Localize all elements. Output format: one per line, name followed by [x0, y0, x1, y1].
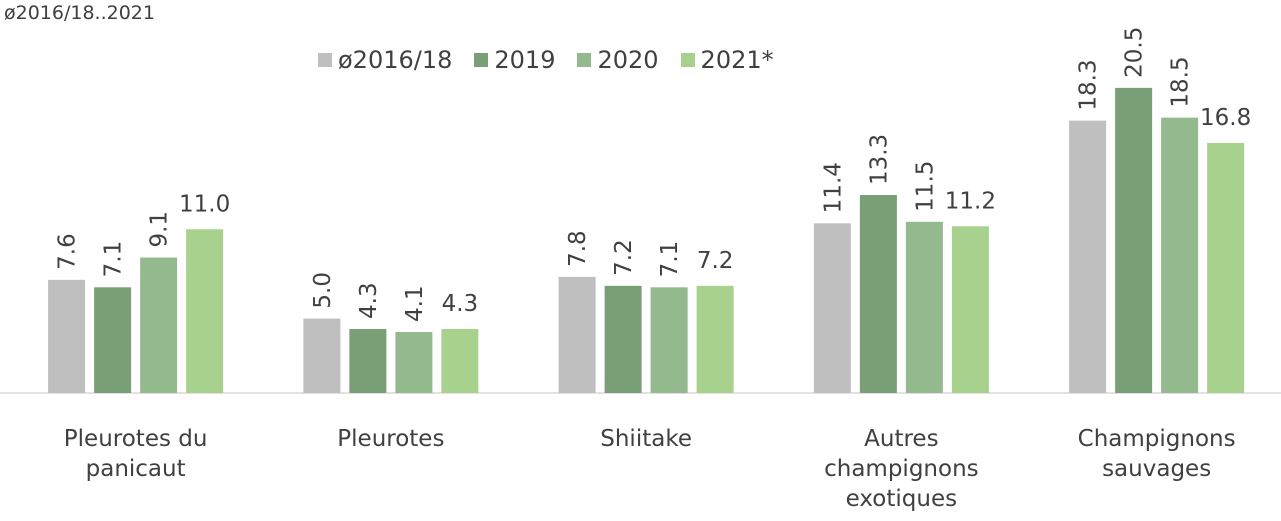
data-label: 20.5	[1122, 27, 1148, 78]
bar	[813, 223, 851, 393]
bar	[1115, 87, 1153, 393]
bar	[186, 229, 224, 393]
bar	[1161, 117, 1199, 393]
data-label: 7.2	[611, 239, 637, 276]
bar	[140, 257, 178, 393]
bar	[94, 287, 132, 393]
subtitle: ø2016/18..2021	[4, 2, 155, 24]
data-label: 7.1	[657, 241, 683, 278]
data-label: 16.8	[1200, 105, 1251, 131]
data-label: 11.4	[820, 162, 846, 213]
legend-label: 2021*	[700, 46, 774, 74]
bar	[303, 318, 341, 393]
data-label: 7.6	[55, 233, 81, 270]
data-label: 5.0	[310, 272, 336, 309]
bar	[905, 221, 943, 393]
bar	[1207, 142, 1245, 393]
legend-swatch	[577, 53, 592, 67]
bar	[696, 285, 734, 393]
bar	[650, 287, 688, 393]
legend-label: 2020	[597, 46, 659, 74]
data-label: 7.2	[697, 248, 734, 274]
bar	[859, 195, 897, 393]
data-label: 7.1	[101, 241, 127, 278]
data-label: 4.1	[402, 285, 428, 322]
data-label: 9.1	[147, 211, 173, 248]
legend: ø2016/18 2019 2020 2021*	[318, 46, 774, 74]
data-label: 7.8	[565, 230, 591, 267]
legend-item: 2020	[577, 46, 659, 74]
data-label: 11.2	[945, 188, 996, 214]
legend-label: 2019	[494, 46, 556, 74]
bar	[1069, 120, 1107, 393]
x-tick-label: Champignons sauvages	[1077, 426, 1236, 482]
legend-item: 2021*	[680, 46, 774, 74]
bar	[604, 285, 642, 393]
bar	[558, 276, 596, 393]
x-tick-label: Pleurotes du panicaut	[63, 426, 208, 482]
data-label: 4.3	[442, 291, 479, 317]
x-tick-label: Pleurotes	[337, 426, 445, 452]
legend-label: ø2016/18	[338, 46, 453, 74]
data-label: 18.3	[1076, 59, 1102, 110]
data-label: 18.5	[1168, 56, 1194, 107]
data-label: 4.3	[356, 282, 382, 319]
bar	[441, 328, 479, 393]
legend-swatch	[318, 53, 332, 67]
bar	[48, 279, 86, 393]
bar	[951, 226, 989, 393]
bar	[349, 328, 387, 393]
legend-swatch	[680, 53, 695, 67]
data-label: 11.0	[179, 191, 230, 217]
x-tick-label: Shiitake	[600, 426, 692, 452]
data-label: 13.3	[866, 134, 892, 185]
legend-item: 2019	[474, 46, 555, 74]
bar	[395, 331, 433, 393]
data-label: 11.5	[912, 161, 938, 212]
legend-item: ø2016/18	[318, 46, 452, 74]
legend-swatch	[474, 53, 489, 67]
x-tick-label: Autres champignons exotiques	[824, 426, 979, 512]
